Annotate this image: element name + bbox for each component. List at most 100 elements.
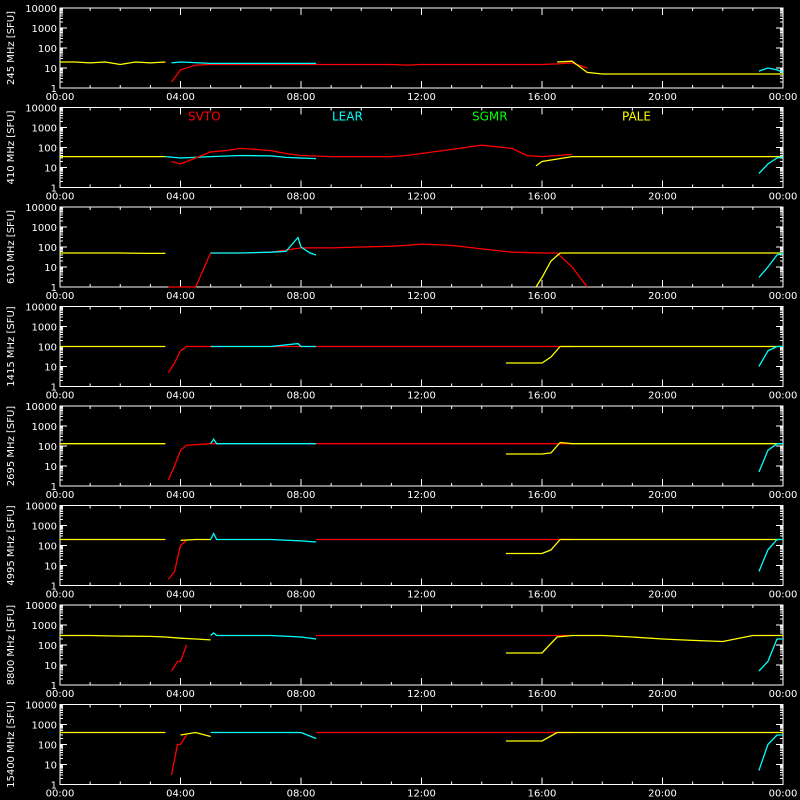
y-tick-label: 10 xyxy=(44,64,57,75)
series-line-lear xyxy=(758,734,783,771)
y-tick-label: 100 xyxy=(38,343,57,354)
series-line-lear xyxy=(171,61,317,65)
y-tick-label: 10 xyxy=(44,761,57,772)
x-tick-label: 00:00 xyxy=(769,789,798,800)
y-axis-label: 610 MHz [SFU] xyxy=(6,210,17,284)
x-tick-label: 00:00 xyxy=(769,490,798,501)
legend-label-pale: PALE xyxy=(622,110,651,124)
series-line-lear xyxy=(210,438,317,445)
y-tick-label: 1000 xyxy=(32,621,57,632)
series-line-lear xyxy=(758,538,783,572)
x-tick-label: 04:00 xyxy=(166,192,195,203)
y-tick-label: 1 xyxy=(51,482,57,493)
series-line-pale xyxy=(60,61,166,66)
y-tick-label: 1 xyxy=(51,84,57,95)
series-line-lear xyxy=(165,154,317,160)
series-line-pale xyxy=(557,60,783,75)
plot-frame xyxy=(59,7,784,89)
x-tick-label: 00:00 xyxy=(46,789,75,800)
series-line-lear xyxy=(210,632,317,640)
x-tick-label: 16:00 xyxy=(528,192,557,203)
y-tick-label: 1000 xyxy=(32,422,57,433)
x-tick-label: 04:00 xyxy=(166,391,195,402)
panel-3: 1 10 100 1000 10000 00:00 04:00 08:00 12:00 16:00… xyxy=(6,203,797,302)
series-line-pale xyxy=(535,252,783,288)
series-line-svto xyxy=(171,144,573,165)
y-axis-label: 2695 MHz [SFU] xyxy=(6,406,17,487)
series-line-svto xyxy=(167,539,187,580)
series-line-pale xyxy=(535,155,783,167)
x-tick-label: 00:00 xyxy=(46,689,75,700)
series-line-pale xyxy=(180,731,211,738)
y-tick-label: 10000 xyxy=(25,203,57,214)
series-line-lear xyxy=(758,443,783,473)
y-tick-label: 1000 xyxy=(32,124,57,135)
x-tick-label: 08:00 xyxy=(287,590,316,601)
x-tick-label: 08:00 xyxy=(287,92,316,103)
x-tick-label: 00:00 xyxy=(46,391,75,402)
x-tick-label: 00:00 xyxy=(46,590,75,601)
series-line-pale xyxy=(505,634,783,654)
x-tick-label: 04:00 xyxy=(166,590,195,601)
x-tick-label: 00:00 xyxy=(769,689,798,700)
plot-frame xyxy=(59,604,784,686)
x-tick-label: 20:00 xyxy=(648,490,677,501)
series-line-lear xyxy=(210,532,317,543)
y-tick-label: 1000 xyxy=(32,24,57,35)
panel-2: 1 10 100 1000 10000 00:00 04:00 08:00 12:00 16:00… xyxy=(6,104,797,203)
y-tick-label: 10000 xyxy=(25,701,57,712)
y-tick-label: 10 xyxy=(44,263,57,274)
y-tick-label: 10000 xyxy=(25,502,57,513)
x-tick-label: 20:00 xyxy=(648,291,677,302)
series-line-svto xyxy=(167,345,573,373)
x-tick-label: 00:00 xyxy=(46,92,75,103)
x-tick-label: 16:00 xyxy=(528,490,557,501)
x-tick-label: 04:00 xyxy=(166,490,195,501)
x-tick-label: 00:00 xyxy=(769,291,798,302)
y-tick-label: 1000 xyxy=(32,721,57,732)
y-tick-label: 10000 xyxy=(25,601,57,612)
x-tick-label: 20:00 xyxy=(648,391,677,402)
panel-6: 1 10 100 1000 10000 00:00 04:00 08:00 12:00 16:00… xyxy=(6,502,797,601)
y-tick-label: 10 xyxy=(44,164,57,175)
plot-frame xyxy=(59,206,784,288)
x-tick-label: 04:00 xyxy=(166,689,195,700)
series-line-lear xyxy=(758,155,784,174)
legend-label-lear: LEAR xyxy=(332,110,363,124)
series-line-lear xyxy=(210,342,317,348)
series-line-svto xyxy=(170,734,188,776)
y-axis-label: 15400 MHz [SFU] xyxy=(6,701,17,788)
panel-7: 1 10 100 1000 10000 00:00 04:00 08:00 12:00 16:00… xyxy=(6,601,797,700)
legend: SVTO LEAR SGMR PALE xyxy=(188,110,651,124)
x-tick-label: 16:00 xyxy=(528,92,557,103)
x-tick-label: 00:00 xyxy=(769,92,798,103)
x-tick-label: 12:00 xyxy=(407,689,436,700)
legend-label-svto: SVTO xyxy=(188,110,221,124)
series-line-lear xyxy=(210,731,317,740)
x-tick-label: 08:00 xyxy=(287,192,316,203)
y-tick-label: 1000 xyxy=(32,223,57,234)
x-tick-label: 04:00 xyxy=(166,291,195,302)
x-tick-label: 00:00 xyxy=(46,291,75,302)
x-tick-label: 20:00 xyxy=(648,92,677,103)
series-line-svto xyxy=(167,443,573,481)
y-tick-label: 100 xyxy=(38,641,57,652)
series-line-pale xyxy=(505,538,783,555)
series-line-svto xyxy=(168,243,588,288)
x-tick-label: 20:00 xyxy=(648,789,677,800)
x-tick-label: 16:00 xyxy=(528,590,557,601)
legend-label-sgmr: SGMR xyxy=(472,110,508,124)
x-tick-label: 08:00 xyxy=(287,391,316,402)
x-tick-label: 04:00 xyxy=(166,789,195,800)
y-tick-label: 1000 xyxy=(32,323,57,334)
y-axis-label: 245 MHz [SFU] xyxy=(6,11,17,85)
y-tick-label: 10 xyxy=(44,462,57,473)
y-tick-label: 100 xyxy=(38,741,57,752)
x-tick-label: 12:00 xyxy=(407,590,436,601)
y-axis-label: 8800 MHz [SFU] xyxy=(6,605,17,686)
x-tick-label: 00:00 xyxy=(46,192,75,203)
y-tick-label: 1 xyxy=(51,184,57,195)
series-line-lear xyxy=(758,345,783,367)
x-tick-label: 16:00 xyxy=(528,689,557,700)
